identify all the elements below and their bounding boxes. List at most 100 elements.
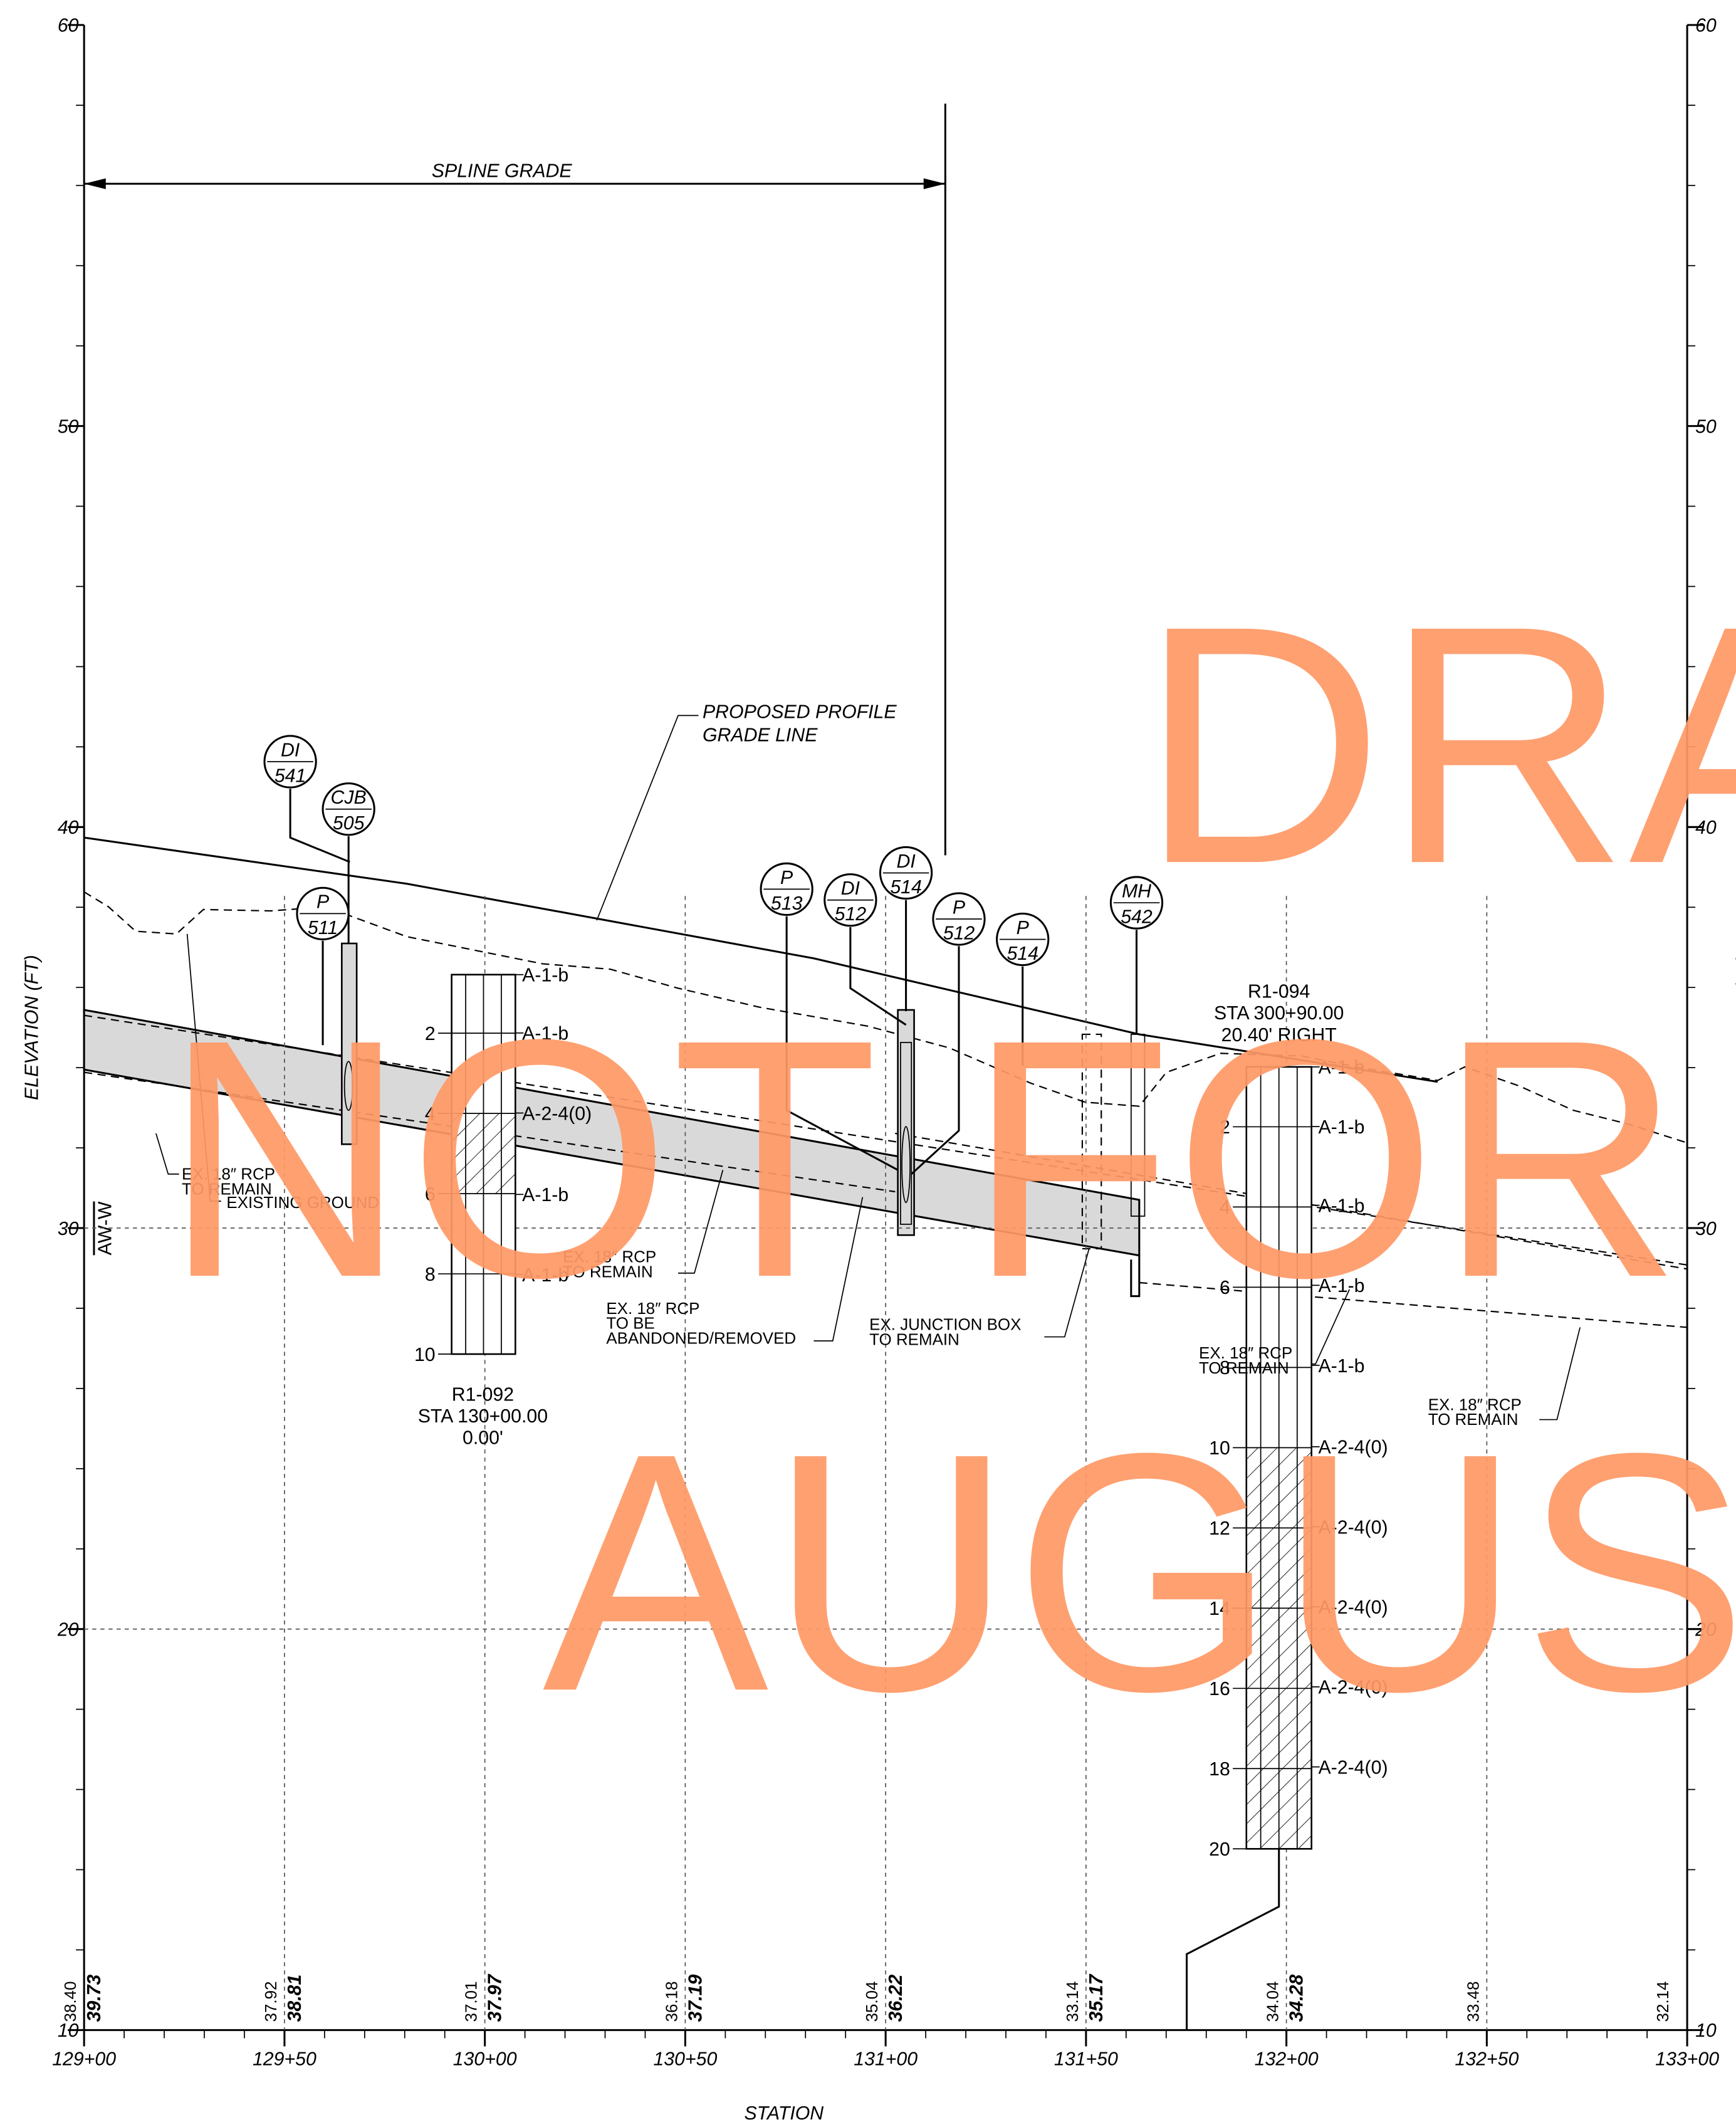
callout-type: MH: [1122, 881, 1151, 901]
depth-label: 10: [1209, 1438, 1230, 1459]
depth-label: 10: [414, 1345, 436, 1365]
callout-type: P: [1017, 918, 1029, 938]
callout-id: 514: [1007, 943, 1038, 964]
soil-label: A-1-b: [1318, 1195, 1364, 1216]
callout-type: DI: [841, 878, 860, 899]
depth-label: 2: [1220, 1117, 1230, 1138]
callout-id: 505: [333, 813, 365, 834]
note: TO REMAIN: [1428, 1410, 1519, 1429]
di-inner: [900, 1042, 912, 1225]
existing-elevation: 38.40: [61, 1981, 80, 2022]
note: TO REMAIN: [869, 1330, 960, 1349]
note: TO REMAIN: [1199, 1358, 1289, 1377]
station-label: 131+00: [854, 2049, 918, 2070]
station-label: 131+50: [1054, 2049, 1118, 2070]
soil-label: A-1-b: [522, 1185, 568, 1205]
note: TO BE: [606, 1314, 654, 1333]
soil-label: A-1-b: [522, 1024, 568, 1044]
depth-label: 4: [425, 1104, 436, 1125]
soil-label: A-2-4(0): [522, 1103, 592, 1124]
boring-offset: 0.00': [463, 1428, 503, 1449]
depth-label: 8: [1220, 1358, 1230, 1379]
existing-elevation: 33.48: [1463, 1981, 1482, 2022]
note: ABANDONED/REMOVED: [606, 1328, 796, 1347]
note: EX. 18″ RCP: [606, 1299, 699, 1318]
boring-station: STA 300+90.00: [1214, 1003, 1344, 1024]
depth-label: 6: [425, 1184, 436, 1205]
existing-elevation: 35.04: [862, 1981, 881, 2022]
depth-label: 18: [1209, 1759, 1230, 1780]
depth-label: 6: [1220, 1278, 1230, 1298]
station-label: 129+00: [52, 2049, 116, 2070]
boring-station: STA 130+00.00: [418, 1406, 548, 1427]
pipe-end: [1130, 1255, 1141, 1298]
note: TO REMAIN: [182, 1179, 272, 1198]
boring-id: R1-092: [452, 1384, 514, 1405]
leader: [155, 1133, 179, 1175]
leader: [1539, 1327, 1581, 1421]
depth-label: 12: [1209, 1518, 1230, 1539]
leader: [1186, 1848, 1280, 2030]
leader: [186, 933, 221, 1202]
proposed-elevation: 36.22: [886, 1974, 906, 2022]
soil-label: A-2-4(0): [1318, 1437, 1388, 1458]
y-axis-title-right: ELEVATION (FT): [1733, 955, 1736, 1100]
soil-label: A-2-4(0): [1318, 1517, 1388, 1538]
depth-label: 20: [1209, 1839, 1230, 1860]
station-label: 133+00: [1655, 2049, 1719, 2070]
soil-label: A-2-4(0): [1318, 1597, 1388, 1618]
note: EX. JUNCTION BOX: [869, 1315, 1021, 1334]
proposed-elevation: 38.81: [285, 1975, 305, 2022]
note: EXISTING GROUND: [226, 1193, 379, 1212]
station-label: 130+00: [453, 2049, 517, 2070]
leader: [813, 1197, 864, 1342]
soil-label: A-1-b: [1318, 1356, 1364, 1377]
note: EX. 18″ RCP: [563, 1247, 656, 1266]
existing-elevation: 34.04: [1263, 1981, 1282, 2022]
existing-elevation: 33.14: [1063, 1981, 1082, 2022]
boring-id: R1-094: [1248, 982, 1310, 1002]
existing-elevation: 32.14: [1653, 1981, 1672, 2022]
callout-id: 512: [943, 923, 975, 943]
boring-offset: 20.40' RIGHT: [1221, 1025, 1337, 1046]
junction-box: [1081, 1033, 1102, 1249]
callout-type: DI: [896, 851, 916, 872]
leader: [1044, 1248, 1090, 1338]
station-label: 132+50: [1455, 2049, 1519, 2070]
soil-label: A-1-b: [522, 1265, 568, 1286]
y-axis-title: ELEVATION (FT): [22, 955, 43, 1100]
proposed-elevation: 34.28: [1287, 1974, 1307, 2022]
station-label: 132+00: [1255, 2049, 1319, 2070]
watermark: AUGUS: [543, 1382, 1736, 1762]
existing-elevation: 36.18: [662, 1981, 681, 2022]
depth-label: 16: [1209, 1679, 1230, 1699]
station-label: 129+50: [253, 2049, 316, 2070]
soil-label: A-2-4(0): [1318, 1757, 1388, 1778]
note: EX. 18″ RCP: [1199, 1343, 1292, 1362]
depth-label: 8: [425, 1264, 436, 1285]
soil-label: A-1-b: [1318, 1058, 1364, 1078]
callout-type: P: [316, 892, 329, 913]
soil-label: A-1-b: [1318, 1276, 1364, 1296]
callout-id: 514: [890, 877, 922, 898]
mh-structure: [1130, 1034, 1146, 1217]
callout-id: 541: [275, 765, 306, 786]
x-axis-title: STATION: [744, 2103, 824, 2124]
callout-type: CJB: [331, 787, 367, 808]
callout-type: P: [780, 868, 793, 888]
leader: [596, 715, 699, 921]
callout-id: 513: [771, 893, 803, 914]
existing-elevation: 37.92: [261, 1981, 280, 2022]
callout-type: P: [953, 897, 965, 918]
note: EX. 18″ RCP: [1428, 1395, 1522, 1414]
note: TO REMAIN: [563, 1262, 653, 1281]
proposed-elevation: 37.19: [685, 1974, 706, 2022]
leader: [678, 1170, 724, 1274]
proposed-grade: [83, 836, 1438, 1083]
callout-id: 512: [835, 904, 867, 925]
depth-label: 2: [425, 1024, 436, 1044]
soil-label: A-1-b: [522, 965, 568, 986]
callout-type: DI: [281, 740, 300, 760]
